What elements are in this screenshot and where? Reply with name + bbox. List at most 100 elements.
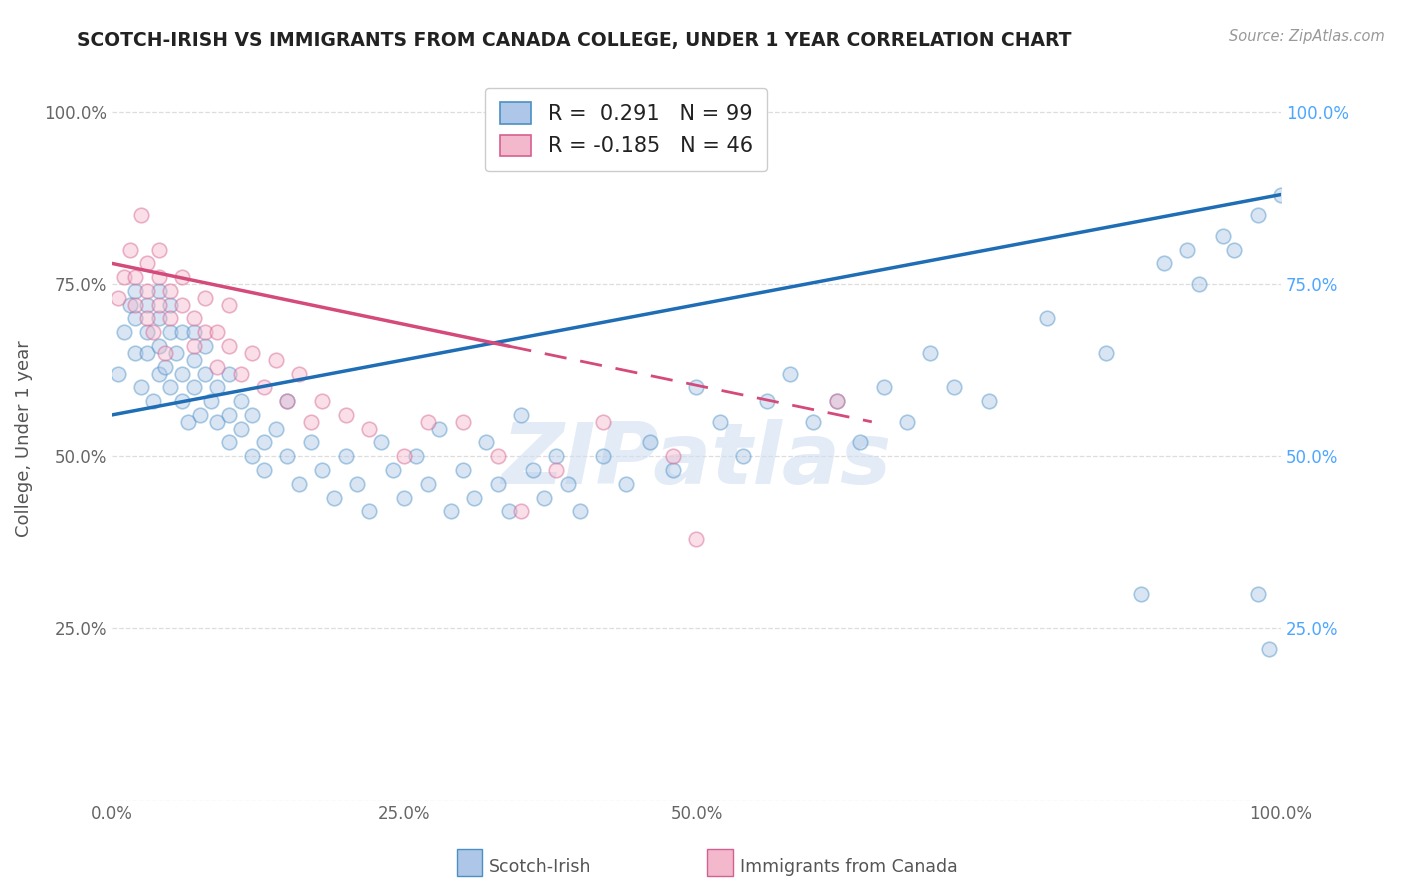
Point (1177, 243, 1199, 257)
Point (416, 476, 439, 491)
Point (253, 380, 276, 394)
Point (1211, 228, 1233, 243)
Point (276, 449, 298, 463)
Point (194, 367, 217, 381)
Point (218, 367, 240, 381)
Point (229, 422, 252, 436)
Point (205, 380, 228, 394)
Point (136, 298, 159, 312)
Point (662, 449, 685, 463)
Point (486, 476, 509, 491)
Point (136, 346, 159, 360)
Point (153, 346, 176, 360)
Point (977, 394, 1000, 409)
Point (229, 367, 252, 381)
Point (335, 408, 357, 422)
Point (311, 463, 333, 477)
Point (148, 367, 170, 381)
Text: Immigrants from Canada: Immigrants from Canada (740, 858, 957, 876)
Point (451, 463, 474, 477)
Point (129, 208, 152, 222)
Point (942, 380, 965, 394)
Point (159, 311, 181, 326)
Point (159, 326, 181, 340)
Point (148, 243, 170, 257)
Point (183, 339, 205, 353)
Point (498, 504, 520, 518)
Point (172, 326, 194, 340)
Point (118, 243, 141, 257)
Point (533, 491, 555, 505)
Point (218, 339, 240, 353)
Point (148, 311, 170, 326)
Point (172, 367, 194, 381)
Point (194, 339, 217, 353)
Point (1153, 256, 1175, 270)
Point (359, 504, 381, 518)
Point (240, 346, 263, 360)
Point (107, 291, 129, 305)
Point (1094, 346, 1116, 360)
Point (136, 311, 159, 326)
Point (825, 394, 848, 409)
Point (124, 346, 146, 360)
Point (264, 422, 287, 436)
Point (614, 476, 637, 491)
Point (733, 449, 755, 463)
Point (1246, 587, 1268, 601)
Point (522, 463, 544, 477)
Point (311, 394, 333, 409)
Y-axis label: College, Under 1 year: College, Under 1 year (15, 341, 32, 537)
Point (112, 270, 135, 285)
Point (1036, 311, 1059, 326)
Point (264, 352, 287, 367)
Point (107, 367, 129, 381)
Point (779, 367, 801, 381)
Point (240, 449, 263, 463)
Point (392, 449, 415, 463)
Point (194, 326, 217, 340)
Point (148, 298, 170, 312)
Point (165, 346, 187, 360)
Point (1188, 277, 1211, 291)
Point (592, 415, 614, 429)
Point (463, 491, 485, 505)
Point (335, 449, 357, 463)
Point (148, 339, 170, 353)
Point (872, 380, 894, 394)
Point (205, 415, 228, 429)
Point (205, 326, 228, 340)
Point (416, 415, 439, 429)
Point (194, 291, 217, 305)
Point (486, 449, 509, 463)
Text: ZIPatlas: ZIPatlas (502, 419, 891, 502)
Point (323, 491, 346, 505)
Point (183, 352, 205, 367)
Point (129, 380, 152, 394)
Point (148, 284, 170, 298)
Point (172, 270, 194, 285)
Point (685, 380, 707, 394)
Point (1129, 587, 1152, 601)
Point (755, 394, 778, 409)
Point (896, 415, 918, 429)
Point (240, 408, 263, 422)
Point (1270, 187, 1292, 202)
Point (1258, 642, 1281, 657)
Point (638, 435, 661, 450)
Point (370, 435, 392, 450)
Point (183, 326, 205, 340)
Point (662, 463, 685, 477)
Point (136, 284, 159, 298)
Point (200, 394, 222, 409)
Point (159, 380, 181, 394)
Point (124, 284, 146, 298)
Point (159, 298, 181, 312)
Point (218, 298, 240, 312)
Point (685, 532, 707, 546)
Point (510, 408, 533, 422)
Point (440, 504, 463, 518)
Point (142, 394, 165, 409)
Point (381, 463, 404, 477)
Point (849, 435, 872, 450)
